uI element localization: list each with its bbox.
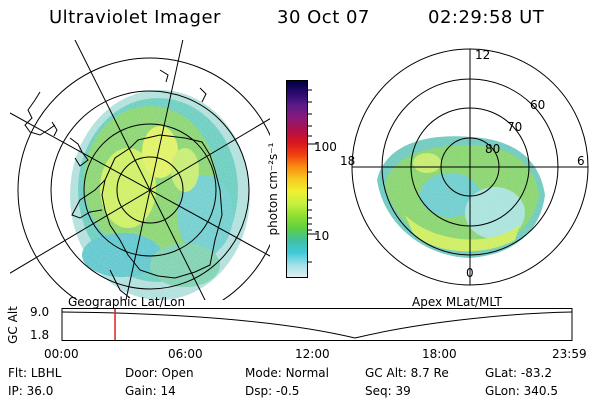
gc-alt-value: 8.7 Re — [410, 366, 449, 380]
colorbar-ticks — [307, 89, 317, 263]
mlat-60-label: 60 — [530, 98, 545, 112]
glat-value: -83.2 — [520, 366, 552, 380]
gain-value: 14 — [160, 384, 176, 398]
door-value: Open — [161, 366, 194, 380]
mode-value: Normal — [285, 366, 329, 380]
door-info: Door: Open — [125, 366, 194, 380]
dsp-value: -0.5 — [275, 384, 300, 398]
mlt-12-label: 12 — [475, 48, 490, 62]
mlat-70-label: 70 — [507, 120, 522, 134]
geographic-auroral-image — [10, 40, 270, 300]
timeline-x-label-0600: 06:00 — [168, 347, 203, 361]
mlt-6-label: 6 — [577, 154, 585, 168]
colorbar-gradient — [287, 81, 307, 277]
ip-info: IP: 36.0 — [8, 384, 54, 398]
gc-altitude-curve — [61, 311, 573, 339]
apex-grid — [351, 48, 589, 286]
ip-value: 36.0 — [26, 384, 54, 398]
filter-value: LBHL — [30, 366, 62, 380]
mlt-0-label: 0 — [466, 266, 474, 280]
colorbar-unit-label: photon cm⁻²s⁻¹ — [266, 142, 280, 236]
glat-info: GLat: -83.2 — [485, 366, 552, 380]
gc-alt-info: GC Alt: 8.7 Re — [365, 366, 449, 380]
timeline-axis-title: GC Alt — [5, 306, 20, 344]
glon-info: GLon: 340.5 — [485, 384, 558, 398]
image-title: Ultraviolet Imager — [49, 7, 221, 28]
filter-info: Flt: LBHL — [8, 366, 62, 380]
apex-auroral-image: 12 18 6 0 60 70 80 — [340, 48, 589, 286]
mlat-80-label: 80 — [485, 142, 500, 156]
dsp-info: Dsp: -0.5 — [245, 384, 300, 398]
colorbar-tick-10: 10 — [314, 229, 330, 243]
image-time: 02:29:58 UT — [428, 7, 545, 28]
right-panel-label: Apex MLat/MLT — [412, 295, 502, 309]
left-panel-label: Geographic Lat/Lon — [68, 295, 186, 309]
timeline-x-label-1800: 18:00 — [422, 347, 457, 361]
timeline-x-label-0000: 00:00 — [44, 347, 79, 361]
gc-altitude-timeline — [61, 308, 573, 341]
timeline-x-label-1200: 12:00 — [295, 347, 330, 361]
timeline-y-label-min: 1.8 — [30, 328, 50, 342]
timeline-x-label-2359: 23:59 — [552, 347, 587, 361]
seq-value: 39 — [395, 384, 411, 398]
timeline-y-label-max: 9.0 — [30, 305, 50, 319]
gain-info: Gain: 14 — [125, 384, 176, 398]
colorbar-tick-100: 100 — [314, 140, 337, 154]
coastline — [24, 69, 223, 299]
mode-info: Mode: Normal — [245, 366, 329, 380]
geographic-grid — [10, 40, 270, 300]
colorbar — [286, 80, 308, 278]
mlt-18-label: 18 — [340, 154, 355, 168]
image-date: 30 Oct 07 — [277, 7, 370, 28]
glon-value: 340.5 — [523, 384, 558, 398]
seq-info: Seq: 39 — [365, 384, 411, 398]
